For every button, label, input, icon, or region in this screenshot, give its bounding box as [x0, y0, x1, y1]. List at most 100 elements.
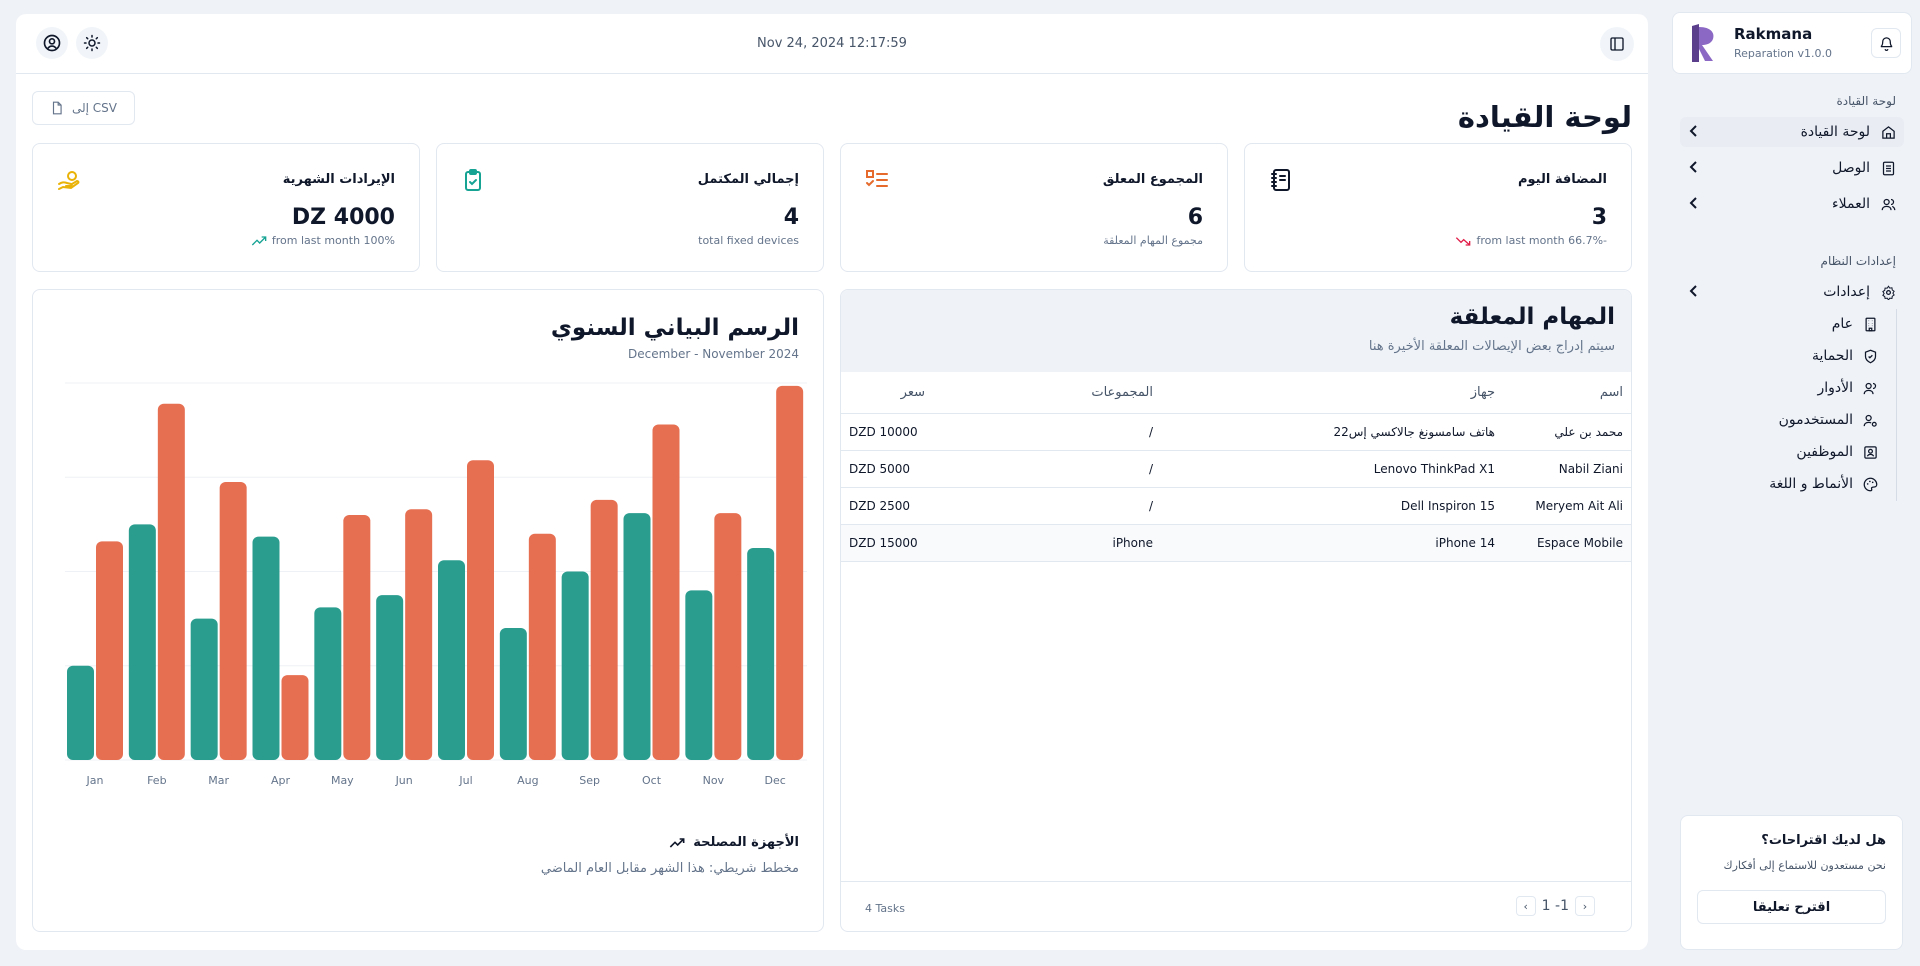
bar-nov-series-1[interactable]: [685, 590, 713, 760]
users-icon: [1880, 196, 1896, 212]
stat-card-monthly-revenue: الإيرادات الشهرية DZ 4000 from last mont…: [32, 143, 420, 272]
bar-dec-series-2[interactable]: [776, 385, 804, 760]
theme-toggle-button[interactable]: [76, 27, 108, 59]
column-header-groups[interactable]: المجموعات: [1017, 372, 1161, 414]
cell-device: هاتف سامسونغ جالاكسي إس22: [1161, 413, 1503, 451]
bar-oct-series-1[interactable]: [623, 513, 651, 760]
bar-jan-series-2[interactable]: [96, 541, 123, 760]
bar-aug-series-1[interactable]: [499, 628, 527, 760]
stat-subtext-label: مجموع المهام المعلقة: [1103, 234, 1203, 247]
cell-name: محمد بن علي: [1503, 413, 1631, 451]
chevron-right-icon: ›: [1582, 899, 1588, 913]
bar-apr-series-1[interactable]: [252, 536, 280, 760]
receipt-icon: [1880, 160, 1896, 176]
x-tick-label: Jun: [395, 774, 413, 787]
stat-value: 3: [1591, 205, 1607, 230]
suggest-feedback-button[interactable]: اقترح تعليقا: [1697, 890, 1886, 924]
bar-jul-series-2[interactable]: [467, 460, 494, 760]
sidebar-item-dashboard[interactable]: لوحة القيادة: [1680, 117, 1904, 147]
notifications-button[interactable]: [1871, 28, 1901, 58]
table-row[interactable]: DZD 2500 / Dell Inspiron 15 Meryem Ait A…: [841, 487, 1631, 525]
table-row[interactable]: DZD 10000 / هاتف سامسونغ جالاكسي إس22 مح…: [841, 413, 1631, 451]
x-tick-label: Mar: [208, 774, 229, 787]
cell-groups: iPhone: [1017, 524, 1161, 562]
sidebar-item-label: الوصل: [1832, 160, 1870, 176]
bar-mar-series-1[interactable]: [190, 618, 218, 760]
x-tick-label: Feb: [147, 774, 166, 787]
gear-icon: [1880, 284, 1896, 300]
sidebar-item-receipts[interactable]: الوصل: [1680, 153, 1904, 183]
feedback-subtitle: نحن مستعدون للاستماع إلى أفكارك: [1723, 859, 1886, 872]
sidebar-item-settings[interactable]: إعدادات: [1680, 277, 1904, 307]
cell-price: DZD 15000: [841, 524, 1017, 562]
bar-jun-series-1[interactable]: [376, 595, 404, 760]
column-header-name[interactable]: اسم: [1503, 372, 1631, 414]
top-bar: Nov 24, 2024 12:17:59: [16, 14, 1648, 74]
bar-may-series-2[interactable]: [343, 514, 371, 760]
chart-footer-title-label: الأجهزة المصلحة: [693, 835, 799, 850]
shield-icon: [1863, 349, 1878, 364]
chart-footer-subtitle: مخطط شريطي: هذا الشهر مقابل العام الماضي: [540, 861, 799, 876]
settings-item-security[interactable]: الحماية: [1812, 343, 1878, 369]
column-header-price[interactable]: سعر: [841, 372, 1017, 414]
user-cog-icon: [1863, 413, 1878, 428]
bar-sep-series-1[interactable]: [561, 571, 589, 761]
bar-feb-series-2[interactable]: [157, 403, 185, 760]
building-icon: [1863, 317, 1878, 332]
cell-price: DZD 5000: [841, 450, 1017, 488]
system-section-label: إعدادات النظام: [1820, 254, 1896, 268]
panel-icon: [1610, 37, 1624, 51]
bar-jan-series-1[interactable]: [67, 665, 94, 760]
trending-up-icon: [251, 235, 267, 245]
settings-item-roles[interactable]: الأدوار: [1817, 375, 1878, 401]
settings-item-employees[interactable]: الموظفين: [1796, 439, 1878, 465]
sidebar-toggle-button[interactable]: [1600, 27, 1634, 61]
cell-device: iPhone 14: [1161, 524, 1503, 562]
column-header-device[interactable]: جهاز: [1161, 372, 1503, 414]
bar-dec-series-1[interactable]: [747, 547, 775, 760]
bar-feb-series-1[interactable]: [128, 524, 156, 760]
stat-title: الإيرادات الشهرية: [282, 172, 395, 187]
file-icon: [52, 101, 62, 115]
x-tick-label: Apr: [271, 774, 291, 787]
tasks-count: 4 Tasks: [865, 902, 905, 915]
bar-aug-series-2[interactable]: [528, 533, 556, 760]
pagination: ‹ 1 -1 ›: [1515, 896, 1595, 916]
settings-item-label: عام: [1831, 316, 1853, 332]
chart-footer-title: الأجهزة المصلحة: [669, 835, 799, 850]
user-profile-button[interactable]: [36, 27, 68, 59]
export-csv-button[interactable]: إلى CSV: [32, 91, 135, 125]
chart-subtitle: December - November 2024: [628, 347, 799, 361]
chevron-left-icon: [1688, 196, 1700, 210]
brand-header[interactable]: Rakmana Reparation v1.0.0: [1672, 12, 1912, 74]
bar-mar-series-2[interactable]: [219, 481, 247, 760]
sidebar-item-customers[interactable]: العملاء: [1680, 189, 1904, 219]
bar-sep-series-2[interactable]: [590, 499, 618, 760]
sidebar: Rakmana Reparation v1.0.0 لوحة القيادة ل…: [1664, 0, 1920, 966]
bar-jun-series-2[interactable]: [405, 509, 433, 760]
cell-groups: /: [1017, 450, 1161, 488]
settings-item-themes-language[interactable]: الأنماط و اللغة: [1769, 471, 1878, 497]
bar-nov-series-2[interactable]: [714, 513, 742, 760]
bar-jul-series-1[interactable]: [438, 560, 465, 760]
datetime-display: Nov 24, 2024 12:17:59: [757, 36, 907, 51]
user-roles-icon: [1863, 381, 1878, 396]
bar-may-series-1[interactable]: [314, 607, 342, 760]
table-row[interactable]: DZD 15000 iPhone iPhone 14 Espace Mobile: [841, 524, 1631, 562]
tasks-header: المهام المعلقة سيتم إدراج بعض الإيصالات …: [841, 290, 1631, 372]
prev-page-button[interactable]: ‹: [1515, 896, 1536, 916]
chevron-left-icon: [1688, 284, 1700, 298]
brand-version: Reparation v1.0.0: [1734, 47, 1832, 60]
stat-subtext: from last month 100%: [251, 234, 395, 247]
settings-item-label: الحماية: [1812, 348, 1853, 364]
settings-item-general[interactable]: عام: [1832, 311, 1878, 337]
x-tick-label: Sep: [579, 774, 600, 787]
next-page-button[interactable]: ›: [1575, 896, 1595, 916]
bar-oct-series-2[interactable]: [652, 424, 680, 760]
tasks-title: المهام المعلقة: [1449, 304, 1615, 330]
table-row[interactable]: DZD 5000 / Lenovo ThinkPad X1 Nabil Zian…: [841, 450, 1631, 488]
sidebar-item-label: لوحة القيادة: [1800, 124, 1870, 140]
settings-item-users[interactable]: المستخدمون: [1779, 407, 1878, 433]
stat-title: المضافة اليوم: [1518, 172, 1607, 187]
bar-apr-series-2[interactable]: [281, 675, 309, 760]
